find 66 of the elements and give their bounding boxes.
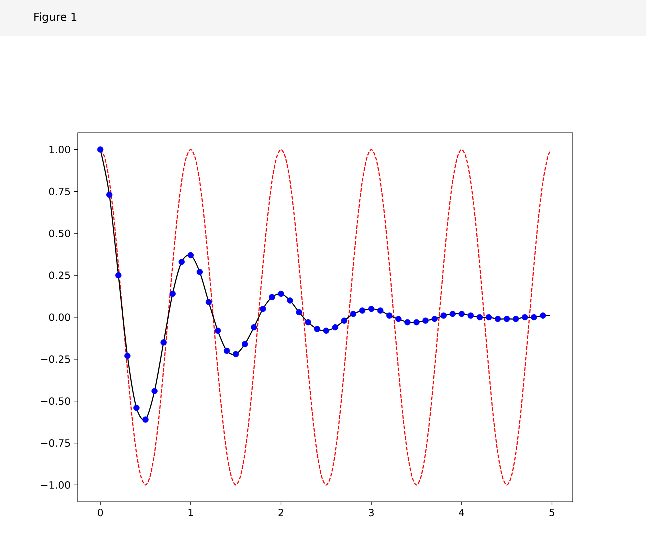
point <box>332 324 339 331</box>
x-tick-label: 3 <box>369 509 374 517</box>
y-tick-label: 1.00 <box>50 146 70 154</box>
point <box>368 306 375 312</box>
x-tick-label: 4 <box>459 509 465 516</box>
point <box>124 352 131 360</box>
point <box>323 328 330 334</box>
point <box>378 308 384 314</box>
x-tick-label: 5 <box>550 509 555 516</box>
point <box>422 318 429 324</box>
point <box>305 319 312 326</box>
point <box>269 294 276 300</box>
point <box>134 404 140 412</box>
point <box>522 314 528 321</box>
y-tick-label: 0.50 <box>49 230 70 238</box>
point <box>242 341 248 348</box>
caption: Figure 1 <box>34 12 77 24</box>
point <box>287 298 294 304</box>
point <box>278 290 284 298</box>
point <box>432 316 438 322</box>
y-tick-label: 0.00 <box>49 314 70 322</box>
point <box>188 252 194 259</box>
point <box>486 314 492 321</box>
point <box>251 324 258 331</box>
point <box>214 328 222 334</box>
point <box>531 314 538 321</box>
point <box>350 311 357 318</box>
point <box>170 290 176 298</box>
point <box>468 312 474 319</box>
point <box>260 306 266 312</box>
point <box>160 340 167 346</box>
point <box>296 309 302 316</box>
point <box>540 312 546 319</box>
y-tick-label: 0.75 <box>49 188 70 196</box>
y-tick-label: −1.00 <box>41 481 70 490</box>
point <box>97 146 104 153</box>
y-tick-label: 0.25 <box>49 272 70 280</box>
y-tick-label: −0.25 <box>41 356 70 364</box>
point <box>504 316 510 322</box>
y-tick-label: −0.50 <box>41 398 70 406</box>
point <box>152 388 158 394</box>
point <box>513 316 520 322</box>
point <box>396 316 402 322</box>
point <box>106 192 113 198</box>
point <box>116 272 122 279</box>
x-tick-label: 0 <box>98 509 104 517</box>
x-tick-label: 1 <box>188 509 194 516</box>
point <box>494 316 502 322</box>
point <box>476 314 484 321</box>
point <box>404 319 411 326</box>
point <box>414 319 420 326</box>
point <box>178 259 185 266</box>
point <box>206 299 212 306</box>
point <box>196 269 204 276</box>
point <box>386 312 393 319</box>
point <box>341 318 348 324</box>
point <box>440 312 447 319</box>
y-tick-label: −0.75 <box>41 440 70 448</box>
point <box>314 326 320 332</box>
point <box>450 311 456 318</box>
point <box>142 416 149 423</box>
point <box>458 311 466 318</box>
point <box>232 351 240 358</box>
x-tick-label: 2 <box>278 509 284 516</box>
point <box>224 348 230 354</box>
point <box>359 308 366 314</box>
